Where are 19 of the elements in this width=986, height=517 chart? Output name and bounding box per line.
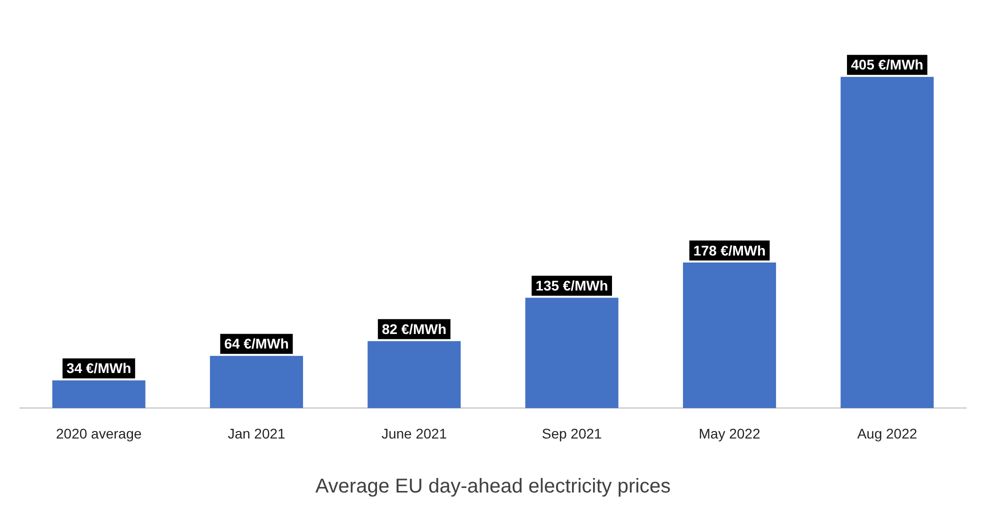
bar bbox=[210, 356, 304, 408]
x-tick-label: 2020 average bbox=[56, 425, 142, 442]
bar bbox=[525, 298, 618, 408]
x-tick-label: Jan 2021 bbox=[228, 425, 286, 442]
bar bbox=[368, 341, 461, 408]
bar bbox=[840, 76, 934, 408]
data-label: 405 €/MWh bbox=[850, 56, 924, 73]
x-tick-label: Aug 2022 bbox=[857, 425, 918, 442]
bar bbox=[52, 380, 146, 408]
data-label: 178 €/MWh bbox=[693, 242, 766, 258]
data-label: 82 €/MWh bbox=[382, 320, 446, 337]
text: Average EU day-ahead electricity prices bbox=[315, 476, 671, 498]
x-tick-label: Sep 2021 bbox=[542, 425, 602, 442]
data-label: 34 €/MWh bbox=[66, 360, 132, 376]
bar bbox=[682, 262, 776, 408]
data-label: 135 €/MWh bbox=[536, 278, 608, 294]
x-tick-label: May 2022 bbox=[698, 425, 760, 442]
data-label: 64 €/MWh bbox=[224, 336, 289, 352]
x-tick-label: June 2021 bbox=[381, 425, 448, 442]
